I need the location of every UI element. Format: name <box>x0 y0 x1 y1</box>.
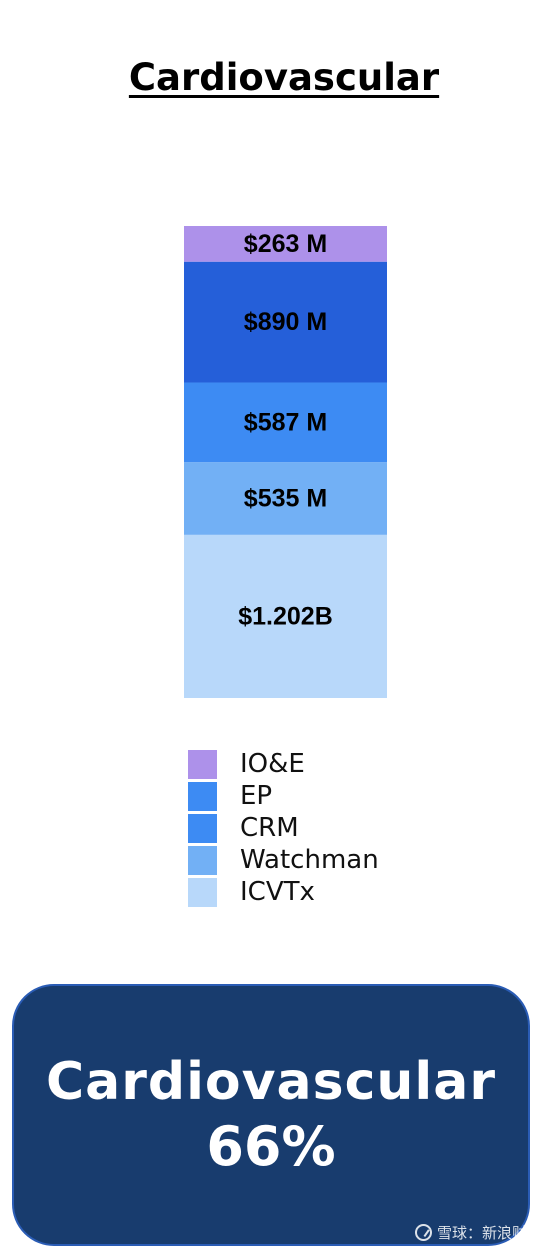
watermark-text: 雪球：新浪财经 <box>436 1224 542 1242</box>
callout-title: Cardiovascular <box>45 1052 496 1112</box>
bar-segment-io-e <box>184 226 387 262</box>
bar-segment-crm <box>184 382 387 463</box>
snowball-logo-icon <box>414 1224 432 1241</box>
watermark: 雪球：新浪财经 <box>414 1222 542 1243</box>
data-label-watchman: $535 M <box>244 485 327 513</box>
legend-swatch-watchman <box>188 846 217 875</box>
data-label-icvtx: $1.202B <box>238 602 333 630</box>
legend-label-io-e: IO&E <box>240 749 305 779</box>
callout-percentage: 66% <box>206 1115 336 1178</box>
data-label-io-e: $263 M <box>244 230 327 258</box>
legend-label-crm: CRM <box>240 813 299 843</box>
stacked-bar-chart: $1.202B $535 M $587 M $890 M $263 M <box>184 226 387 698</box>
segment-share-callout: Cardiovascular 66% <box>12 984 530 1246</box>
bar-segment-icvtx <box>184 534 387 698</box>
bar-segment-ep <box>184 261 387 383</box>
bar-segment-watchman <box>184 462 387 535</box>
data-label-ep: $890 M <box>244 308 327 336</box>
legend-swatch-crm <box>188 814 217 843</box>
chart-title: Cardiovascular <box>128 56 440 99</box>
legend-swatch-icvtx <box>188 878 217 907</box>
legend-label-icvtx: ICVTx <box>240 877 315 907</box>
legend-label-watchman: Watchman <box>240 845 379 875</box>
legend-swatch-ep <box>188 782 217 811</box>
legend-swatch-io-e <box>188 750 217 779</box>
data-label-crm: $587 M <box>244 408 327 436</box>
legend-label-ep: EP <box>240 781 273 811</box>
